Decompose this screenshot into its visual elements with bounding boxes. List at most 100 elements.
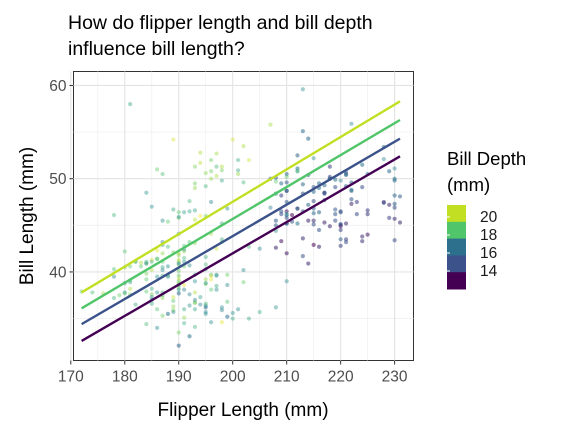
data-point xyxy=(214,173,219,179)
data-point xyxy=(128,286,133,291)
legend-colorbar-segment xyxy=(447,221,466,240)
data-point xyxy=(192,300,198,305)
data-point xyxy=(295,166,300,171)
x-tick-label: 220 xyxy=(328,369,354,386)
data-point xyxy=(176,259,181,264)
data-point xyxy=(284,171,289,177)
data-point xyxy=(360,162,365,167)
regression-lines xyxy=(80,100,401,342)
data-point xyxy=(284,180,289,185)
data-point xyxy=(182,287,187,292)
data-point xyxy=(144,261,149,266)
data-point xyxy=(149,267,154,273)
data-point xyxy=(176,273,181,278)
data-point xyxy=(236,171,241,177)
data-point xyxy=(338,210,343,215)
fit-line-depth-14 xyxy=(80,155,401,342)
data-point xyxy=(165,219,171,224)
data-point xyxy=(192,300,198,305)
y-tick-label: 60 xyxy=(49,78,67,95)
data-point xyxy=(214,164,219,169)
data-point xyxy=(203,305,208,310)
data-point xyxy=(360,239,365,244)
data-point xyxy=(122,290,127,295)
data-point xyxy=(209,273,214,278)
data-point xyxy=(295,221,300,226)
data-point xyxy=(192,208,198,213)
data-point xyxy=(322,190,327,195)
data-point xyxy=(284,251,289,256)
data-point xyxy=(182,321,187,326)
fit-line-depth-16 xyxy=(80,137,401,326)
data-point xyxy=(198,295,203,300)
data-point xyxy=(387,169,392,174)
data-point xyxy=(192,279,198,284)
data-point xyxy=(397,194,403,199)
data-point xyxy=(171,298,176,303)
data-point xyxy=(144,261,149,266)
data-point xyxy=(160,267,165,273)
data-point xyxy=(182,282,187,288)
data-point xyxy=(149,295,154,300)
data-point xyxy=(219,320,225,325)
data-point xyxy=(300,129,305,134)
legend-colorbar-segment xyxy=(447,255,466,273)
data-point xyxy=(322,220,327,225)
data-point xyxy=(279,239,284,244)
data-point xyxy=(176,268,181,274)
data-point xyxy=(327,224,332,229)
data-point xyxy=(209,272,214,277)
y-tick-label: 40 xyxy=(49,264,67,281)
data-point xyxy=(176,276,181,281)
data-point xyxy=(392,201,397,206)
data-point xyxy=(236,168,241,173)
data-point xyxy=(160,265,165,270)
data-point xyxy=(203,254,208,260)
data-point xyxy=(198,150,203,155)
y-axis-ticks: 40 50 60 xyxy=(49,78,74,281)
data-point xyxy=(209,199,214,205)
data-point xyxy=(338,237,343,242)
data-point xyxy=(214,273,219,278)
data-point xyxy=(257,309,262,315)
data-point xyxy=(316,210,322,215)
data-point xyxy=(160,251,165,256)
data-point xyxy=(138,264,144,269)
data-point xyxy=(182,307,187,312)
data-point xyxy=(111,274,117,279)
data-point xyxy=(219,168,225,173)
data-point xyxy=(284,174,289,179)
data-point xyxy=(241,280,246,285)
x-tick-label: 230 xyxy=(382,369,408,386)
data-point xyxy=(225,206,230,211)
data-point xyxy=(144,271,149,276)
data-point xyxy=(365,212,370,217)
data-point xyxy=(392,205,397,210)
data-point xyxy=(144,289,149,294)
data-point xyxy=(300,182,305,187)
data-point xyxy=(311,242,316,247)
data-point xyxy=(144,259,149,264)
legend-colorbar-segment xyxy=(447,238,466,256)
data-point xyxy=(300,253,305,259)
data-point xyxy=(133,302,138,307)
data-point xyxy=(192,181,198,186)
data-point xyxy=(203,262,208,267)
data-point xyxy=(176,210,181,215)
y-tick-label: 50 xyxy=(49,171,67,188)
y-axis-title: Bill Length (mm) xyxy=(17,147,38,285)
data-point xyxy=(149,301,154,306)
data-point xyxy=(381,157,386,162)
data-point xyxy=(122,291,127,296)
data-point xyxy=(333,212,338,217)
data-point xyxy=(111,295,117,301)
data-point xyxy=(300,236,305,241)
data-point xyxy=(219,237,225,242)
data-point xyxy=(343,221,349,226)
data-point xyxy=(392,193,397,198)
data-point xyxy=(182,249,187,254)
data-point xyxy=(333,207,338,212)
data-point xyxy=(284,212,289,218)
data-point xyxy=(225,314,230,319)
data-point xyxy=(155,325,160,330)
